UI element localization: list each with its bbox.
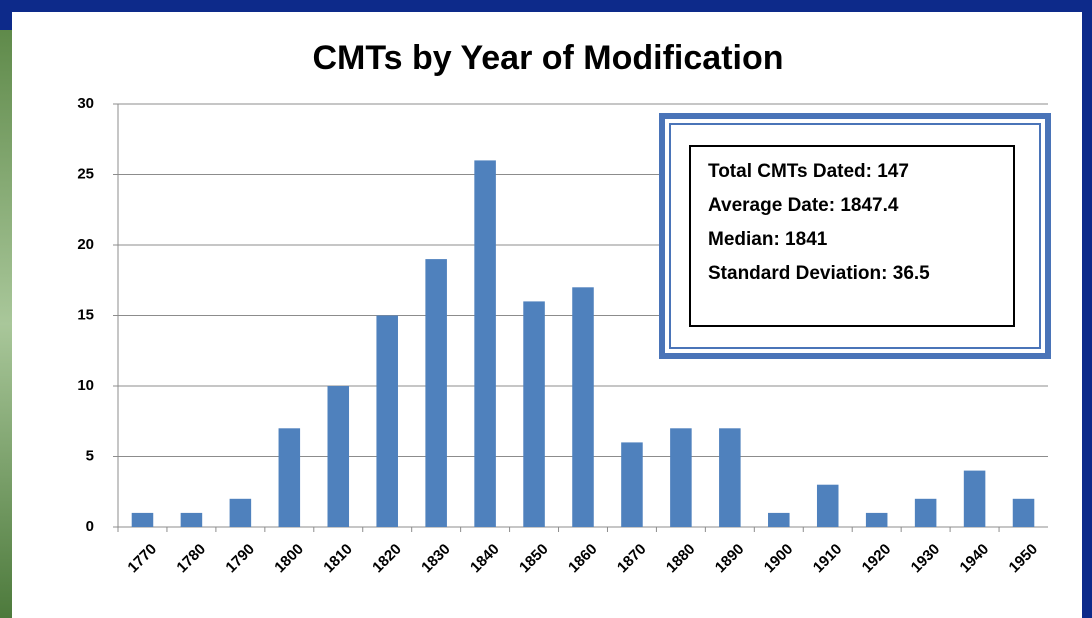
bar — [230, 499, 252, 527]
annotation-line: Total CMTs Dated: 147 — [708, 161, 909, 182]
bar — [866, 513, 888, 527]
bar — [621, 442, 643, 527]
bar — [425, 259, 447, 527]
bar — [279, 428, 301, 527]
bar — [768, 513, 790, 527]
bar — [670, 428, 692, 527]
y-tick-label: 20 — [77, 236, 94, 253]
annotation-line: Standard Deviation: 36.5 — [708, 263, 930, 284]
bar — [964, 471, 986, 527]
y-tick-label: 5 — [86, 447, 94, 464]
bar — [327, 386, 349, 527]
bar — [1013, 499, 1035, 527]
bar — [817, 485, 839, 527]
annotation-line: Median: 1841 — [708, 229, 828, 250]
chart-title: CMTs by Year of Modification — [312, 39, 783, 77]
side-image — [0, 30, 12, 618]
bar — [474, 160, 496, 527]
bar — [572, 287, 594, 527]
bar — [915, 499, 937, 527]
y-tick-label: 15 — [77, 306, 94, 323]
bar — [376, 316, 398, 528]
bar — [132, 513, 154, 527]
y-tick-label: 0 — [86, 518, 94, 535]
y-tick-label: 10 — [77, 377, 94, 394]
chart: CMTs by Year of Modification 0 5 10 15 20 25 3… — [0, 0, 1092, 618]
bar — [181, 513, 203, 527]
bar — [523, 301, 545, 527]
annotation-line: Average Date: 1847.4 — [708, 195, 899, 216]
y-tick-label: 30 — [77, 95, 94, 112]
y-tick-label: 25 — [77, 165, 94, 182]
bar — [719, 428, 741, 527]
